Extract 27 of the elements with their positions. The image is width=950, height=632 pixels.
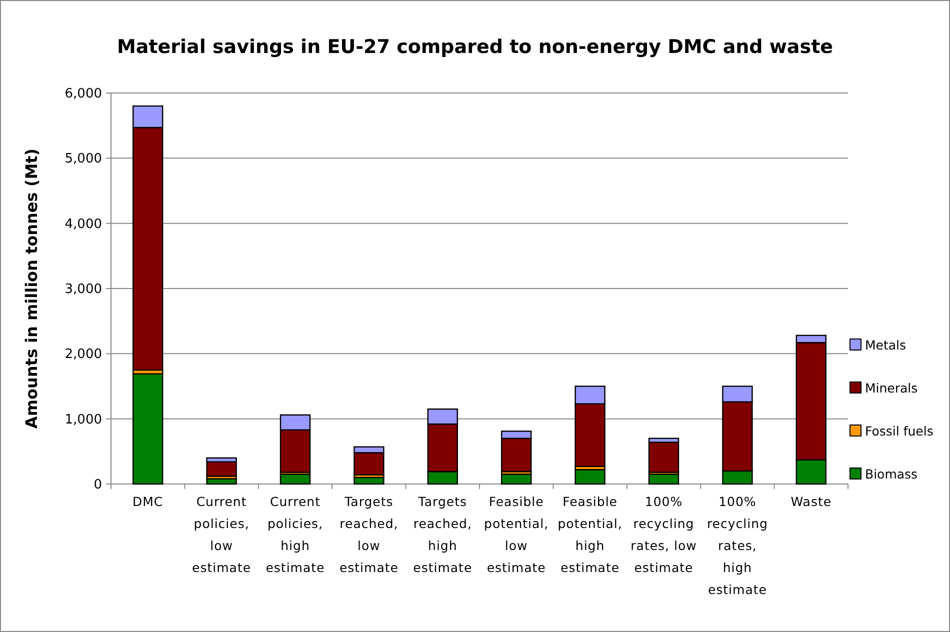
y-axis-title: Amounts in million tonnes (Mt) — [22, 148, 41, 429]
chart-title: Material savings in EU-27 compared to non-energy DMC and waste — [116, 36, 834, 58]
x-tick-label: Feasible potential, high estimate — [558, 494, 622, 575]
x-tick-label: Current policies, low estimate — [192, 494, 252, 575]
x-tick-label: Current policies, high estimate — [266, 494, 325, 575]
legend-label: Metals — [865, 337, 906, 352]
legend-label: Fossil fuels — [865, 423, 934, 438]
y-tick-label: 0 — [94, 478, 102, 493]
x-tick-label: 100% recycling rates, high estimate — [706, 494, 768, 597]
x-tick-label: Feasible potential, low estimate — [484, 494, 549, 575]
x-tick-label: 100% recycling rates, low estimate — [630, 494, 697, 575]
y-tick-label: 1,000 — [64, 412, 102, 428]
legend-label: Biomass — [865, 466, 918, 482]
bar — [648, 442, 680, 473]
bar — [206, 461, 237, 477]
y-tick-label: 3,000 — [64, 282, 102, 298]
bar — [574, 469, 606, 485]
x-tick-label: Targets reached, low estimate — [339, 494, 398, 575]
x-tick-label: DMC — [132, 494, 164, 509]
y-tick-label: 2,000 — [64, 347, 102, 362]
legend-label: Minerals — [865, 380, 918, 396]
bar — [132, 373, 164, 485]
x-tick-label: Waste — [790, 494, 832, 509]
y-tick-label: 4,000 — [64, 216, 102, 232]
x-tick-label: Targets reached, high estimate — [413, 494, 472, 575]
y-tick-label: 5,000 — [64, 152, 102, 167]
y-tick-label: 6,000 — [64, 86, 102, 102]
